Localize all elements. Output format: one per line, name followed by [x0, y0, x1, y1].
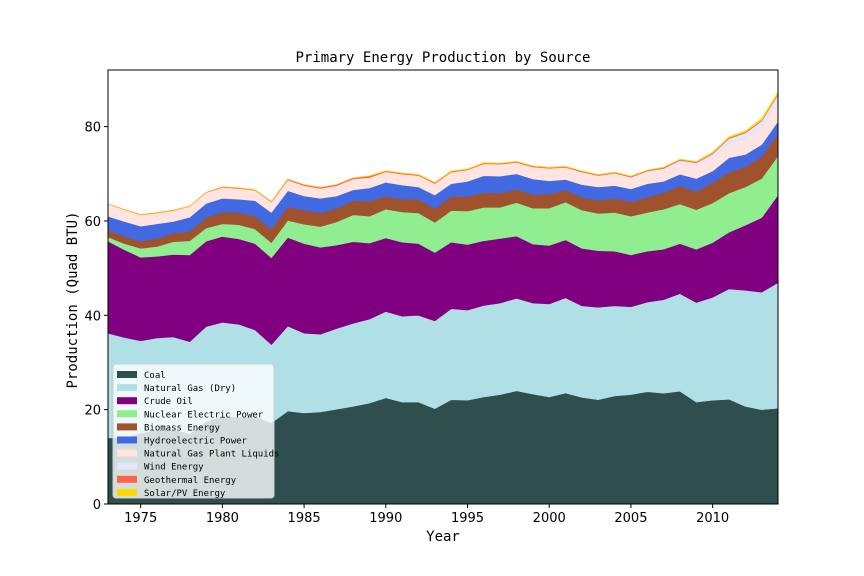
legend-label: Natural Gas (Dry)	[144, 384, 236, 394]
x-axis-label: Year	[426, 529, 460, 545]
legend-label: Natural Gas Plant Liquids	[144, 450, 279, 460]
legend-swatch	[117, 371, 137, 378]
y-tick-label: 0	[93, 498, 101, 513]
x-tick-label: 1995	[451, 511, 484, 526]
x-tick-label: 1980	[206, 511, 239, 526]
x-tick-label: 1990	[369, 511, 402, 526]
legend-label: Coal	[144, 371, 166, 381]
legend-label: Geothermal Energy	[144, 476, 237, 486]
y-tick-label: 80	[84, 121, 101, 136]
x-tick-label: 2000	[533, 511, 566, 526]
x-tick-label: 1975	[124, 511, 157, 526]
plot-frame	[107, 69, 779, 505]
y-axis: 0 20 40 60 80	[84, 121, 108, 513]
legend-swatch	[117, 436, 137, 444]
legend-label: Nuclear Electric Power	[144, 410, 264, 420]
legend-label: Crude Oil	[144, 397, 193, 407]
y-tick-label: 20	[84, 404, 101, 419]
legend-label: Wind Energy	[144, 463, 204, 473]
legend-swatch	[117, 410, 137, 418]
legend-label: Hydroelectric Power	[144, 437, 248, 447]
x-tick-label: 1985	[288, 511, 321, 526]
legend-swatch	[117, 462, 137, 470]
x-axis: 1975 1980 1985 1990 1995 2000 2005 2010	[124, 504, 729, 526]
x-tick-label: 2010	[696, 511, 729, 526]
legend-swatch	[117, 488, 137, 496]
legend: Coal Natural Gas (Dry) Crude Oil Nuclear El…	[112, 363, 279, 499]
legend-swatch	[117, 449, 137, 457]
legend-swatch	[117, 475, 137, 483]
legend-swatch	[117, 423, 137, 431]
y-axis-label: Production (Quad BTU)	[65, 211, 81, 388]
y-tick-label: 60	[84, 215, 101, 230]
legend-swatch	[117, 384, 137, 392]
x-tick-label: 2005	[614, 511, 647, 526]
legend-swatch	[117, 397, 137, 405]
area-layers	[107, 90, 779, 505]
y-tick-label: 40	[84, 309, 101, 324]
legend-label: Solar/PV Energy	[144, 489, 226, 499]
chart-title: Primary Energy Production by Source	[295, 50, 590, 66]
legend-box	[112, 363, 275, 499]
legend-label: Biomass Energy	[144, 423, 220, 433]
